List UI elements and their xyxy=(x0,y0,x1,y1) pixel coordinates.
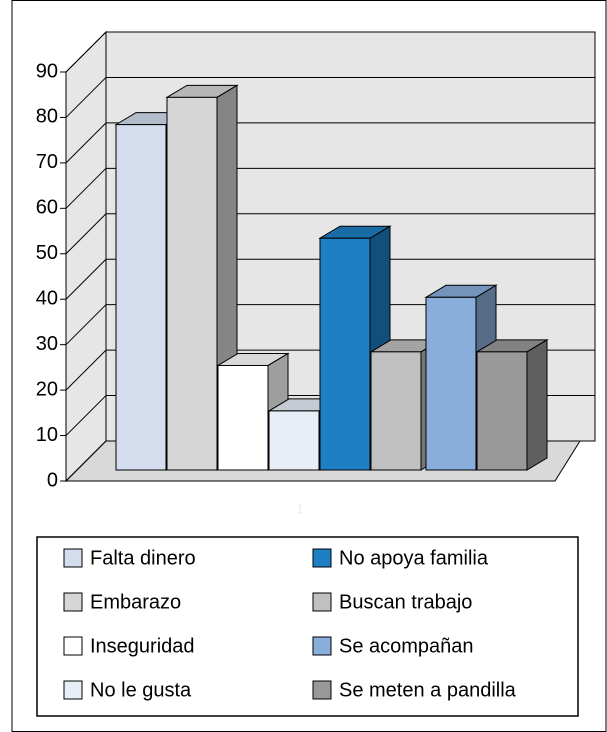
y-tick-label: 10 xyxy=(36,424,58,446)
y-tick-label: 30 xyxy=(36,333,58,355)
y-tick-label: 0 xyxy=(47,469,58,491)
legend-swatch xyxy=(312,592,332,612)
y-tick-label: 40 xyxy=(36,288,58,310)
legend-swatch xyxy=(63,548,83,568)
y-tick-label: 60 xyxy=(36,197,58,219)
bar-side xyxy=(526,338,548,471)
legend-label: Buscan trabajo xyxy=(339,591,472,613)
y-tick-label: 80 xyxy=(36,106,58,128)
legend-label: Inseguridad xyxy=(90,635,195,657)
grid-line xyxy=(65,304,107,346)
bar xyxy=(268,410,320,471)
bar xyxy=(115,124,167,471)
grid-line xyxy=(65,122,107,164)
y-tick-label: 20 xyxy=(36,378,58,400)
legend-label: No le gusta xyxy=(90,679,192,701)
y-tick-label: 50 xyxy=(36,242,58,264)
grid-line xyxy=(65,349,107,391)
grid-line xyxy=(65,167,107,209)
grid-line xyxy=(65,258,107,300)
bar xyxy=(476,351,528,471)
bar xyxy=(425,296,477,471)
legend-label: Se acompañan xyxy=(339,635,474,657)
grid-line xyxy=(65,395,107,436)
legend-label: Se meten a pandilla xyxy=(339,679,517,701)
grid-line xyxy=(65,440,107,482)
side-wall xyxy=(65,30,107,483)
bar xyxy=(370,351,422,471)
legend-label: No apoya familia xyxy=(339,547,489,569)
x-tick-label: 1 xyxy=(296,501,304,517)
legend-swatch xyxy=(63,636,83,656)
y-tick-label: 90 xyxy=(36,60,58,82)
grid-line xyxy=(65,31,107,73)
legend xyxy=(36,536,579,717)
legend-swatch xyxy=(63,592,83,612)
legend-label: Embarazo xyxy=(90,591,181,613)
grid-line xyxy=(65,213,107,255)
legend-swatch xyxy=(63,680,83,700)
legend-swatch xyxy=(312,636,332,656)
legend-swatch xyxy=(312,548,332,568)
y-tick-label: 70 xyxy=(36,151,58,173)
bar xyxy=(217,364,269,471)
grid-line xyxy=(65,77,107,118)
bar xyxy=(319,237,371,471)
bar xyxy=(166,96,218,471)
legend-swatch xyxy=(312,680,332,700)
legend-label: Falta dinero xyxy=(90,547,196,569)
